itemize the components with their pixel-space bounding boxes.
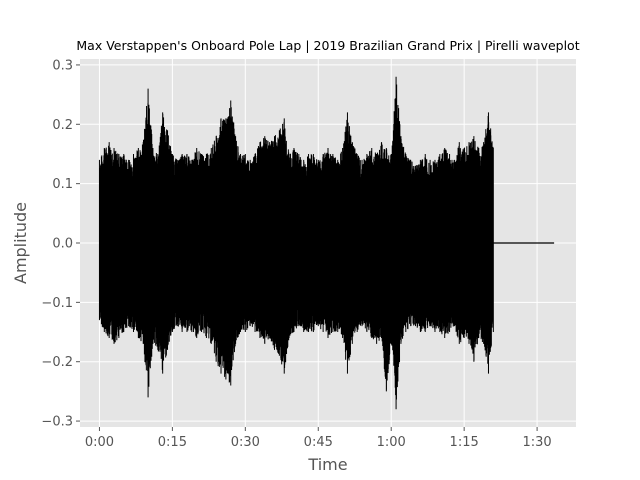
- x-tick-label: 1:00: [377, 435, 406, 450]
- y-axis-ticks: 0.3 0.2 0.1 0.0 −0.1 −0.2 −0.3: [41, 58, 80, 430]
- x-tick-label: 1:30: [522, 435, 551, 450]
- y-tick-label: 0.2: [52, 118, 73, 133]
- chart-title: Max Verstappen's Onboard Pole Lap | 2019…: [76, 38, 579, 53]
- waveform: [98, 76, 555, 410]
- y-tick-label: −0.2: [41, 355, 73, 370]
- x-tick-label: 0:00: [85, 435, 114, 450]
- waveform-core: [99, 137, 494, 348]
- y-tick-label: 0.1: [52, 177, 73, 192]
- x-tick-label: 0:30: [231, 435, 260, 450]
- y-tick-label: −0.1: [41, 296, 73, 311]
- y-tick-label: 0.0: [52, 237, 73, 252]
- y-axis-label: Amplitude: [11, 202, 30, 284]
- x-axis-label: Time: [307, 455, 347, 474]
- x-tick-label: 0:45: [304, 435, 333, 450]
- y-tick-label: −0.3: [41, 415, 73, 430]
- x-tick-label: 0:15: [158, 435, 187, 450]
- x-axis-ticks: 0:00 0:15 0:30 0:45 1:00 1:15 1:30: [85, 427, 552, 450]
- y-tick-label: 0.3: [52, 58, 73, 73]
- x-tick-label: 1:15: [450, 435, 479, 450]
